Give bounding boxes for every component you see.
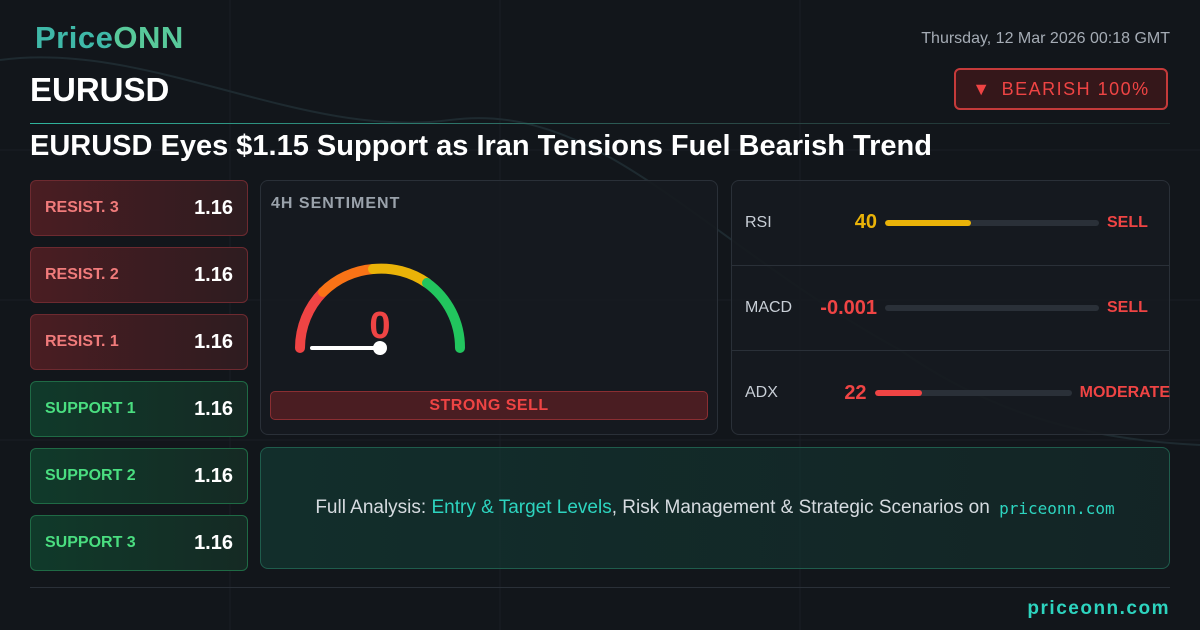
cta-prefix: Full Analysis:: [315, 497, 432, 518]
cta-suffix: , Risk Management & Strategic Scenarios …: [611, 497, 996, 518]
cta: Full Analysis: Entry & Target Levels, Ri…: [260, 447, 1170, 569]
level-label: SUPPORT 2: [45, 467, 136, 484]
level: RESIST. 2 1.16: [30, 247, 248, 303]
level-value: 1.16: [194, 196, 233, 219]
trend-badge: ▼ BEARISH 100%: [954, 68, 1168, 110]
indicator-name: ADX: [745, 384, 778, 401]
indicator-row: MACD -0.001 SELL: [731, 265, 1170, 350]
gauge-arc: [368, 263, 432, 288]
indicator-value: -0.001: [820, 296, 877, 319]
level: SUPPORT 1 1.16: [30, 381, 248, 437]
indicator-name: MACD: [745, 299, 793, 316]
footer-divider: [30, 587, 1170, 588]
cta-site: priceonn.com: [999, 498, 1115, 518]
indicator-row: ADX 22 MODERATE: [731, 350, 1170, 435]
footer-site: priceonn.com: [1027, 598, 1170, 619]
gauge-arc: [422, 278, 466, 353]
gauge-arc: [318, 264, 378, 297]
datetime: Thursday, 12 Mar 2026 00:18 GMT: [921, 30, 1170, 47]
badge-icon: ▼: [972, 78, 992, 99]
sentiment-value: 0: [369, 305, 391, 347]
indicator-track: [885, 305, 1099, 311]
gauge-arc: [295, 287, 328, 353]
badge-text: BEARISH 100%: [1001, 78, 1150, 99]
sentiment-title: 4H SENTIMENT: [271, 195, 401, 212]
level: RESIST. 1 1.16: [30, 314, 248, 370]
headline: EURUSD Eyes $1.15 Support as Iran Tensio…: [30, 130, 932, 162]
indicator-track: [885, 219, 1099, 226]
indicator-row: RSI 40 SELL: [731, 180, 1170, 265]
level: RESIST. 3 1.16: [30, 180, 248, 236]
indicator-bar: [885, 219, 971, 226]
indicator-value: 40: [854, 211, 877, 233]
indicator-signal: SELL: [1107, 213, 1148, 231]
indicator-bar: [874, 390, 922, 396]
level-label: RESIST. 2: [45, 266, 119, 283]
brand-suffix: ONN: [113, 20, 184, 55]
level-value: 1.16: [194, 263, 233, 286]
indicator-signal: MODERATE: [1079, 384, 1170, 401]
brand-prefix: Price: [35, 20, 114, 55]
level: SUPPORT 2 1.16: [30, 448, 248, 504]
gauge: [295, 263, 466, 355]
level-value: 1.16: [194, 330, 233, 353]
indicator-signal: SELL: [1107, 299, 1148, 316]
sentiment-label: STRONG SELL: [270, 391, 708, 420]
level-label: RESIST. 3: [45, 199, 119, 216]
level-label: SUPPORT 1: [45, 400, 136, 417]
level-value: 1.16: [194, 464, 233, 487]
indicator-name: RSI: [745, 213, 772, 231]
symbol: EURUSD: [30, 71, 170, 108]
cta-highlight: Entry & Target Levels: [431, 497, 612, 518]
divider: [30, 123, 1170, 124]
level-value: 1.16: [194, 531, 233, 554]
level-label: RESIST. 1: [45, 333, 119, 350]
level-value: 1.16: [194, 397, 233, 420]
gauge-hub: [373, 341, 387, 355]
level-label: SUPPORT 3: [45, 534, 136, 551]
indicator-value: 22: [844, 381, 867, 404]
brand: PriceONN: [35, 20, 184, 56]
level: SUPPORT 3 1.16: [30, 515, 248, 571]
indicator-track: [874, 390, 1072, 396]
